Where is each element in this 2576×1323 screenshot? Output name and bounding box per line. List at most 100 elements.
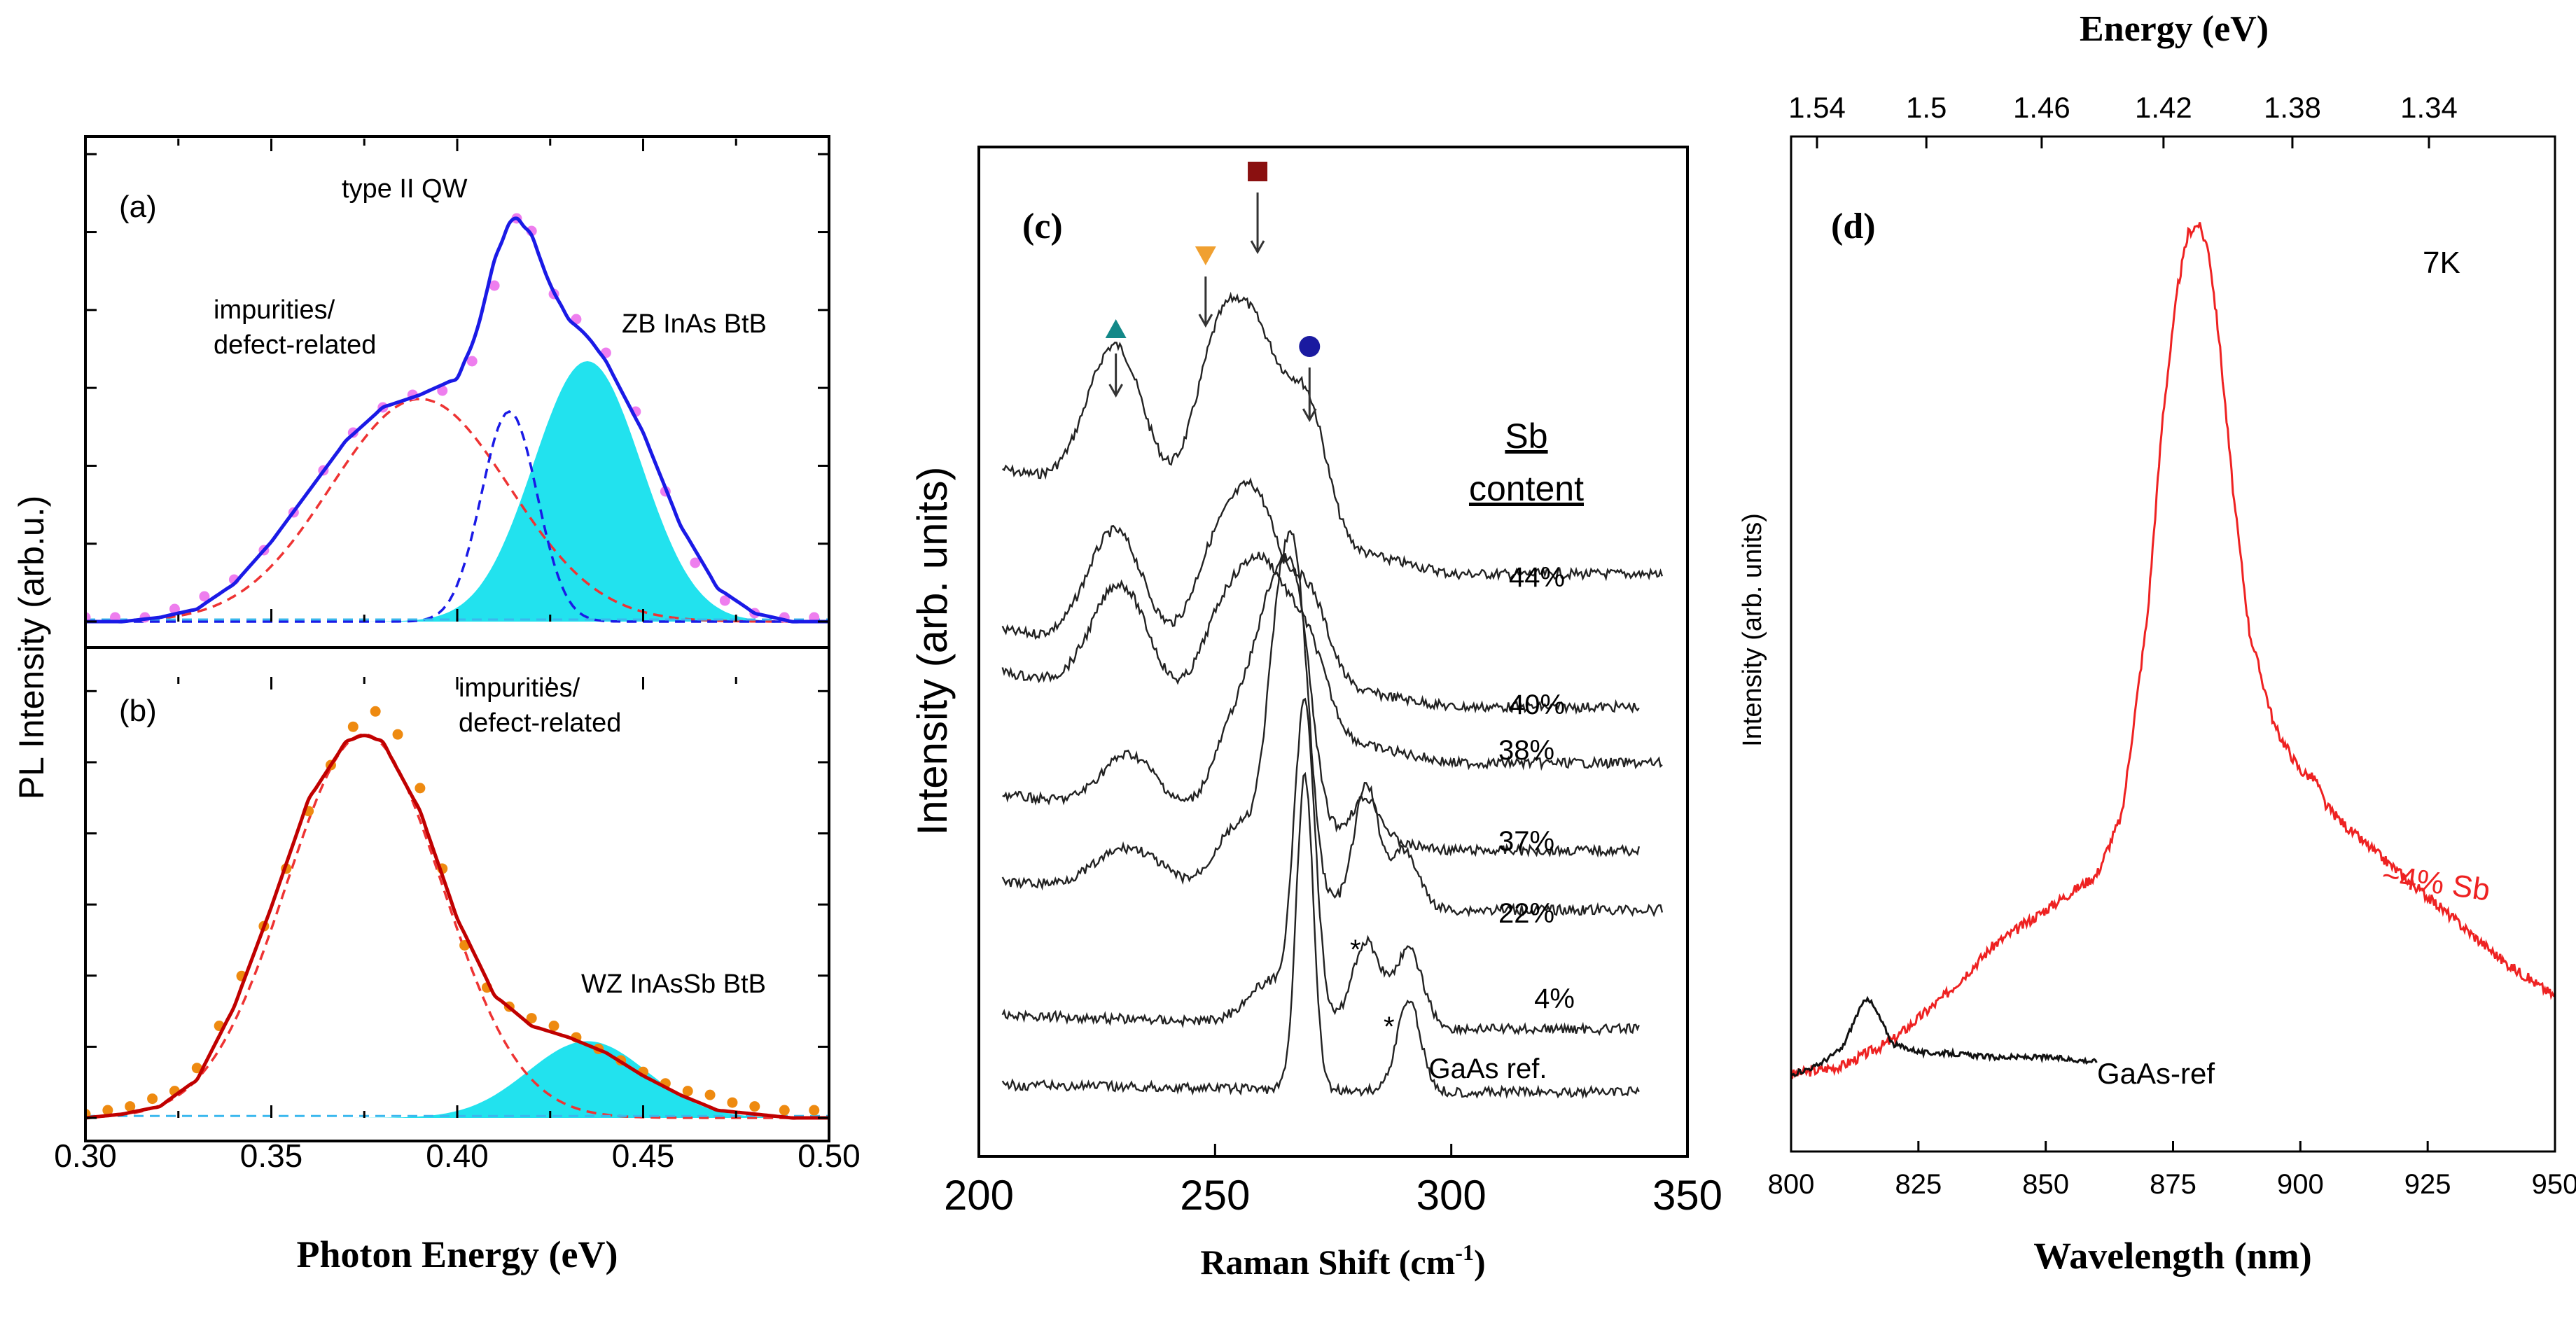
y-axis-label-ab: PL Intensity (arb.u.) bbox=[12, 496, 51, 799]
circle-marker bbox=[1299, 336, 1321, 357]
data-point-b bbox=[779, 1105, 790, 1116]
component-dashed-b-0 bbox=[85, 733, 829, 1119]
data-point-b bbox=[370, 706, 381, 717]
annotation-defect-b: defect-related bbox=[459, 708, 621, 738]
panel-b: 0.30 0.35 0.40 0.45 0.50 (b) impurities/ def… bbox=[12, 496, 861, 1275]
raman-spectrum-line bbox=[1001, 552, 1663, 771]
spectrum-gaas-ref-line bbox=[1791, 995, 2098, 1077]
x-axis-label-c-main: Raman Shift (cm bbox=[1200, 1242, 1455, 1282]
panel-label-c: (c) bbox=[1022, 206, 1063, 246]
data-point-a bbox=[466, 356, 478, 367]
panel-label-b: (b) bbox=[119, 694, 157, 728]
x-axis-label-c-close: ) bbox=[1474, 1242, 1486, 1282]
data-point-a bbox=[489, 280, 500, 291]
triangle-down-marker bbox=[1195, 246, 1216, 265]
data-point-b bbox=[727, 1097, 738, 1108]
spectrum-sb-line bbox=[1791, 222, 2555, 1079]
asterisk-22: * bbox=[1350, 934, 1361, 965]
data-point-b bbox=[191, 1063, 202, 1074]
legend-title-content: content bbox=[1469, 469, 1584, 508]
data-point-a bbox=[719, 595, 730, 606]
square-marker bbox=[1248, 162, 1268, 181]
data-point-b bbox=[147, 1093, 158, 1105]
series-label-gaas-ref: GaAs-ref bbox=[2097, 1057, 2215, 1090]
data-point-b bbox=[125, 1101, 136, 1112]
data-point-b bbox=[682, 1086, 693, 1097]
raman-spectrum-line bbox=[1001, 697, 1640, 1037]
data-point-b bbox=[392, 729, 403, 740]
fit-line-b bbox=[85, 734, 829, 1120]
x-tick-label-b: 0.45 bbox=[612, 1138, 675, 1174]
x-axis-label-d: Wavelength (nm) bbox=[2033, 1235, 2312, 1277]
marker-arrow-head bbox=[1198, 314, 1213, 328]
sb-content-label: 37% bbox=[1498, 826, 1554, 857]
annotation-type-ii-qw: type II QW bbox=[342, 174, 468, 204]
data-point-b bbox=[415, 783, 426, 794]
component-fill-b-1 bbox=[85, 1041, 829, 1118]
panel-c: 44%40%38%37%22%4%GaAs ref. 200 250 300 350 … bbox=[909, 146, 1722, 1282]
data-point-b bbox=[526, 1013, 537, 1024]
x-tick-label-b: 0.30 bbox=[54, 1138, 117, 1174]
x-tick-label-c: 250 bbox=[1180, 1172, 1250, 1219]
x-tick-label-b: 0.35 bbox=[240, 1138, 303, 1174]
data-point-a bbox=[437, 385, 448, 396]
marker-arrow-head bbox=[1302, 408, 1317, 423]
legend-title-sb: Sb bbox=[1505, 416, 1547, 456]
x-tick-label-d: 925 bbox=[2404, 1169, 2451, 1200]
data-point-a bbox=[199, 591, 210, 602]
top-axis-label-d: Energy (eV) bbox=[2080, 9, 2269, 49]
sb-content-label: 4% bbox=[1534, 983, 1575, 1014]
y-axis-label-c: Intensity (arb. units) bbox=[909, 467, 956, 836]
data-point-a bbox=[169, 603, 180, 615]
raman-spectrum-line bbox=[1002, 291, 1664, 582]
x-tick-label-d: 950 bbox=[2532, 1169, 2576, 1200]
x-tick-label-c: 200 bbox=[944, 1172, 1014, 1219]
x-tick-label-c: 300 bbox=[1416, 1172, 1487, 1219]
data-point-b bbox=[102, 1105, 113, 1116]
x-tick-label-b: 0.50 bbox=[798, 1138, 861, 1174]
raman-spectrum-line bbox=[1002, 553, 1640, 858]
top-tick-label-d: 1.54 bbox=[1788, 91, 1846, 124]
top-tick-label-d: 1.5 bbox=[1906, 91, 1947, 124]
series-label-sb: ~4% Sb bbox=[2380, 858, 2493, 907]
x-axis-label-c: Raman Shift (cm-1) bbox=[1200, 1240, 1485, 1282]
data-point-a bbox=[690, 557, 701, 568]
data-point-b bbox=[347, 721, 358, 732]
x-tick-label-b: 0.40 bbox=[426, 1138, 489, 1174]
marker-arrow-head bbox=[1108, 384, 1123, 398]
plot-frame-a bbox=[84, 135, 830, 649]
sb-content-label: 38% bbox=[1498, 735, 1554, 766]
x-tick-label-d: 900 bbox=[2277, 1169, 2324, 1200]
annotation-zb-inas: ZB InAs BtB bbox=[622, 309, 767, 339]
data-point-b bbox=[809, 1105, 820, 1116]
plot-frame-d bbox=[1790, 135, 2556, 1153]
temperature-label: 7K bbox=[2423, 246, 2460, 280]
top-tick-label-d: 1.34 bbox=[2400, 91, 2458, 124]
plot-frame-c bbox=[977, 146, 1689, 1158]
x-tick-label-d: 825 bbox=[1895, 1169, 1942, 1200]
plot-frame-b bbox=[84, 646, 830, 1142]
x-tick-label-d: 875 bbox=[2150, 1169, 2196, 1200]
x-axis-label-c-sup: -1 bbox=[1455, 1240, 1474, 1265]
data-point-b bbox=[749, 1101, 760, 1112]
top-tick-label-d: 1.46 bbox=[2013, 91, 2070, 124]
component-fill-a-2 bbox=[85, 361, 829, 622]
y-axis-label-d: Intensity (arb. units) bbox=[1738, 513, 1767, 747]
annotation-wz-inassb: WZ InAsSb BtB bbox=[581, 969, 766, 999]
annotation-impurities-a: impurities/ bbox=[214, 295, 335, 325]
sb-content-label: 22% bbox=[1498, 898, 1554, 929]
annotation-defect-a: defect-related bbox=[214, 330, 376, 360]
sb-content-label: GaAs ref. bbox=[1429, 1054, 1547, 1084]
sb-content-label: 44% bbox=[1509, 562, 1565, 593]
x-tick-label-c: 350 bbox=[1652, 1172, 1722, 1219]
x-axis-label-ab: Photon Energy (eV) bbox=[297, 1233, 618, 1275]
panel-d: 800 825 850 875 900 925 950 1.54 1.5 1.46 1.42 1.3… bbox=[1738, 9, 2576, 1277]
panel-a: (a) type II QW impurities/ defect-relate… bbox=[84, 135, 830, 649]
triangle-up-marker bbox=[1105, 319, 1127, 338]
asterisk-4: * bbox=[1384, 1011, 1395, 1042]
panel-label-a: (a) bbox=[119, 190, 157, 224]
fit-line-a bbox=[85, 216, 829, 624]
data-point-b bbox=[548, 1021, 559, 1032]
panel-label-d: (d) bbox=[1831, 206, 1876, 246]
